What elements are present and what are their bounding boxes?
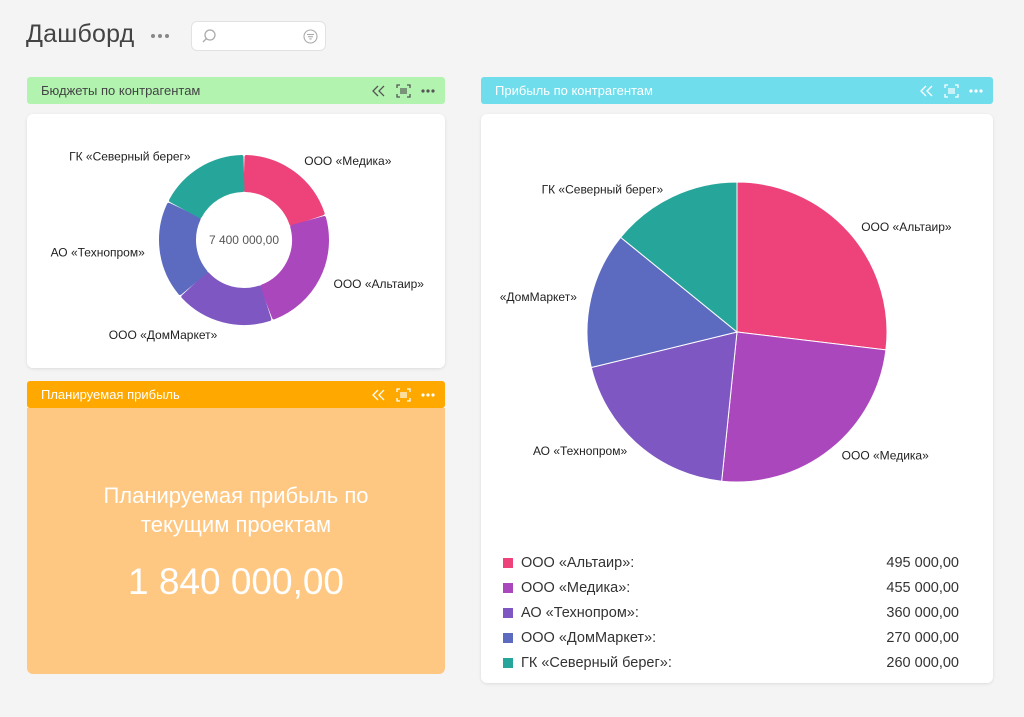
legend-item[interactable]: ООО «Медика»: 455 000,00 xyxy=(503,575,959,600)
budgets-chart-card: ООО «Медика» ООО «Альтаир» ООО «ДомМаркет»… xyxy=(27,114,445,368)
pie-slice-label: ГК «Северный берег» xyxy=(542,182,664,196)
legend-label: ГК «Северный берег»: xyxy=(521,654,672,671)
pie-slice-group: ООО «Альтаир» xyxy=(736,181,952,351)
legend-swatch xyxy=(503,607,513,618)
legend-value: 260 000,00 xyxy=(886,654,959,671)
legend-item[interactable]: ООО «Альтаир»: 495 000,00 xyxy=(503,550,959,575)
fullscreen-icon[interactable] xyxy=(396,387,411,402)
budgets-panel-title: Бюджеты по контрагентам xyxy=(41,83,201,98)
legend-swatch xyxy=(503,657,513,668)
donut-center-total: 7 400 000,00 xyxy=(209,233,279,247)
profit-legend: ООО «Альтаир»: 495 000,00 ООО «Медика»: 455… xyxy=(503,550,959,675)
donut-slice[interactable] xyxy=(181,272,272,325)
pie-slice-group: «ДомМаркет» xyxy=(500,236,739,369)
collapse-icon[interactable] xyxy=(920,85,934,97)
fullscreen-icon[interactable] xyxy=(396,83,411,98)
pie-slice-group: ООО «Медика» xyxy=(721,331,929,483)
profit-panel-header: Прибыль по контрагентам xyxy=(481,77,993,104)
donut-slice[interactable] xyxy=(260,216,329,320)
donut-slice-group: ООО «Медика» xyxy=(243,154,392,226)
donut-slice-label: АО «Технопром» xyxy=(51,245,146,259)
more-icon[interactable] xyxy=(421,88,435,93)
planned-profit-card: Планируемая прибыль по текущим проектам … xyxy=(27,408,445,674)
donut-slice-group: ООО «ДомМаркет» xyxy=(109,272,272,342)
donut-slice-group: ООО «Альтаир» xyxy=(260,216,425,320)
pie-slice-label: «ДомМаркет» xyxy=(500,290,577,304)
pie-slice[interactable] xyxy=(721,331,887,483)
donut-slice-label: ООО «Медика» xyxy=(304,154,391,168)
budgets-panel-header: Бюджеты по контрагентам xyxy=(27,77,445,104)
search-input[interactable] xyxy=(220,26,294,46)
donut-slice-group: ГК «Северный берег» xyxy=(69,150,245,219)
legend-value: 495 000,00 xyxy=(886,554,959,571)
legend-label: АО «Технопром»: xyxy=(521,604,639,621)
donut-slice-label: ООО «Альтаир» xyxy=(334,277,425,291)
legend-value: 270 000,00 xyxy=(886,629,959,646)
legend-label: ООО «ДомМаркет»: xyxy=(521,629,657,646)
profit-chart-card: ООО «Альтаир» ООО «Медика» АО «Технопром» «… xyxy=(481,114,993,683)
collapse-icon[interactable] xyxy=(372,389,386,401)
page-more-icon[interactable] xyxy=(151,34,169,38)
donut-slice-label: ГК «Северный берег» xyxy=(69,150,191,164)
filter-icon[interactable] xyxy=(303,29,318,44)
legend-swatch xyxy=(503,582,513,593)
legend-swatch xyxy=(503,632,513,643)
profit-panel-title: Прибыль по контрагентам xyxy=(495,83,653,98)
legend-item[interactable]: ГК «Северный берег»: 260 000,00 xyxy=(503,650,959,675)
pie-slice-label: АО «Технопром» xyxy=(533,444,628,458)
pie-slice-label: ООО «Альтаир» xyxy=(861,220,952,234)
planned-panel-header: Планируемая прибыль xyxy=(27,381,445,408)
page-title: Дашборд xyxy=(26,20,135,48)
pie-slice-label: ООО «Медика» xyxy=(842,448,929,462)
donut-slice[interactable] xyxy=(169,155,245,219)
legend-swatch xyxy=(503,557,513,568)
fullscreen-icon[interactable] xyxy=(944,83,959,98)
pie-slice[interactable] xyxy=(590,331,738,482)
pie-slice[interactable] xyxy=(586,236,739,369)
donut-slice-label: ООО «ДомМаркет» xyxy=(109,328,218,342)
search-box[interactable] xyxy=(191,21,326,51)
pie-slice-group: ГК «Северный берег» xyxy=(542,181,738,334)
donut-slice[interactable] xyxy=(243,155,325,226)
legend-item[interactable]: АО «Технопром»: 360 000,00 xyxy=(503,600,959,625)
legend-value: 360 000,00 xyxy=(886,604,959,621)
legend-item[interactable]: ООО «ДомМаркет»: 270 000,00 xyxy=(503,625,959,650)
planned-profit-caption: Планируемая прибыль по текущим проектам xyxy=(103,483,369,537)
donut-slice[interactable] xyxy=(159,202,208,295)
pie-slice-group: АО «Технопром» xyxy=(533,331,738,482)
search-icon xyxy=(202,29,216,43)
planned-panel-title: Планируемая прибыль xyxy=(41,387,180,402)
legend-value: 455 000,00 xyxy=(886,579,959,596)
pie-slice[interactable] xyxy=(736,181,888,351)
profit-pie-chart: ООО «Альтаир» ООО «Медика» АО «Технопром» «… xyxy=(500,181,952,483)
donut-slice-group: АО «Технопром» xyxy=(51,202,208,295)
legend-label: ООО «Медика»: xyxy=(521,579,631,596)
legend-label: ООО «Альтаир»: xyxy=(521,554,635,571)
collapse-icon[interactable] xyxy=(372,85,386,97)
more-icon[interactable] xyxy=(969,88,983,93)
planned-profit-value: 1 840 000,00 xyxy=(127,561,345,602)
pie-slice[interactable] xyxy=(619,181,738,334)
more-icon[interactable] xyxy=(421,392,435,397)
budgets-donut-chart: ООО «Медика» ООО «Альтаир» ООО «ДомМаркет»… xyxy=(51,150,425,342)
